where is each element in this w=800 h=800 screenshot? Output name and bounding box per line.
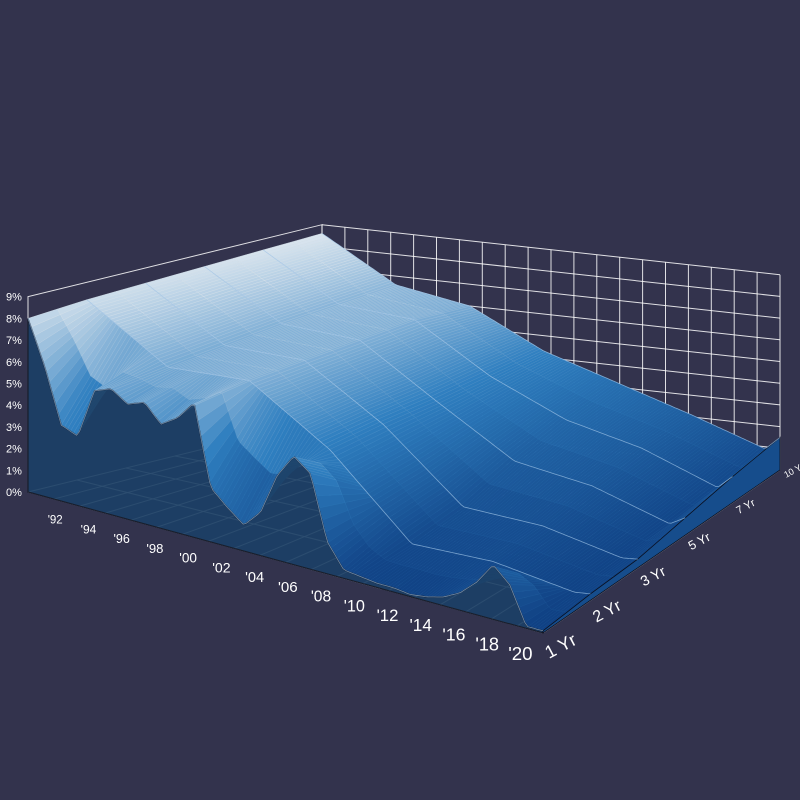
z-tick-label: 1% bbox=[6, 465, 22, 477]
maturity-tick-label: 7 Yr bbox=[734, 497, 757, 517]
back-wall-gridline bbox=[321, 245, 781, 297]
z-tick-label: 6% bbox=[6, 357, 22, 369]
series-line-3yr bbox=[145, 282, 638, 560]
maturity-tick-label: 5 Yr bbox=[686, 530, 713, 553]
x-tick-label: '10 bbox=[344, 597, 365, 615]
x-tick-label: '18 bbox=[475, 634, 499, 654]
z-tick-label: 3% bbox=[6, 422, 22, 434]
z-tick-label: 4% bbox=[6, 400, 22, 412]
x-tick-label: '94 bbox=[81, 523, 97, 537]
x-tick-label: '02 bbox=[212, 560, 231, 576]
x-tick-label: '16 bbox=[442, 625, 465, 645]
series-line-2yr bbox=[86, 299, 591, 595]
z-tick-label: 7% bbox=[6, 335, 22, 347]
back-wall-gridline bbox=[321, 224, 781, 276]
maturity-tick-label: 10 Yr bbox=[782, 461, 800, 480]
x-tick-label: '04 bbox=[245, 570, 264, 586]
x-tick-label: '00 bbox=[179, 551, 197, 566]
x-tick-label: '08 bbox=[311, 589, 331, 606]
x-tick-label: '92 bbox=[48, 515, 63, 527]
z-tick-label: 0% bbox=[6, 487, 22, 499]
x-tick-label: '96 bbox=[114, 532, 130, 546]
series-line-7yr bbox=[262, 249, 733, 488]
x-tick-label: '20 bbox=[508, 643, 532, 664]
z-tick-label: 9% bbox=[6, 292, 22, 304]
x-tick-label: '98 bbox=[146, 541, 163, 556]
x-tick-label: '06 bbox=[278, 579, 298, 596]
z-tick-label: 8% bbox=[6, 313, 22, 325]
maturity-tick-label: 3 Yr bbox=[638, 564, 669, 590]
z-tick-label: 2% bbox=[6, 444, 22, 456]
series-line-5yr bbox=[204, 266, 686, 524]
surface-right-edge bbox=[542, 436, 781, 634]
maturity-tick-label: 1 Yr bbox=[541, 630, 579, 663]
x-tick-label: '14 bbox=[409, 615, 432, 635]
series-line-1yr bbox=[27, 318, 544, 632]
series-line-10yr bbox=[321, 233, 781, 449]
yield-surface bbox=[27, 233, 781, 634]
z-tick-label: 5% bbox=[6, 379, 22, 391]
maturity-tick-label: 2 Yr bbox=[590, 596, 625, 626]
x-tick-label: '12 bbox=[377, 606, 399, 625]
back-wall-gridline bbox=[321, 267, 781, 319]
